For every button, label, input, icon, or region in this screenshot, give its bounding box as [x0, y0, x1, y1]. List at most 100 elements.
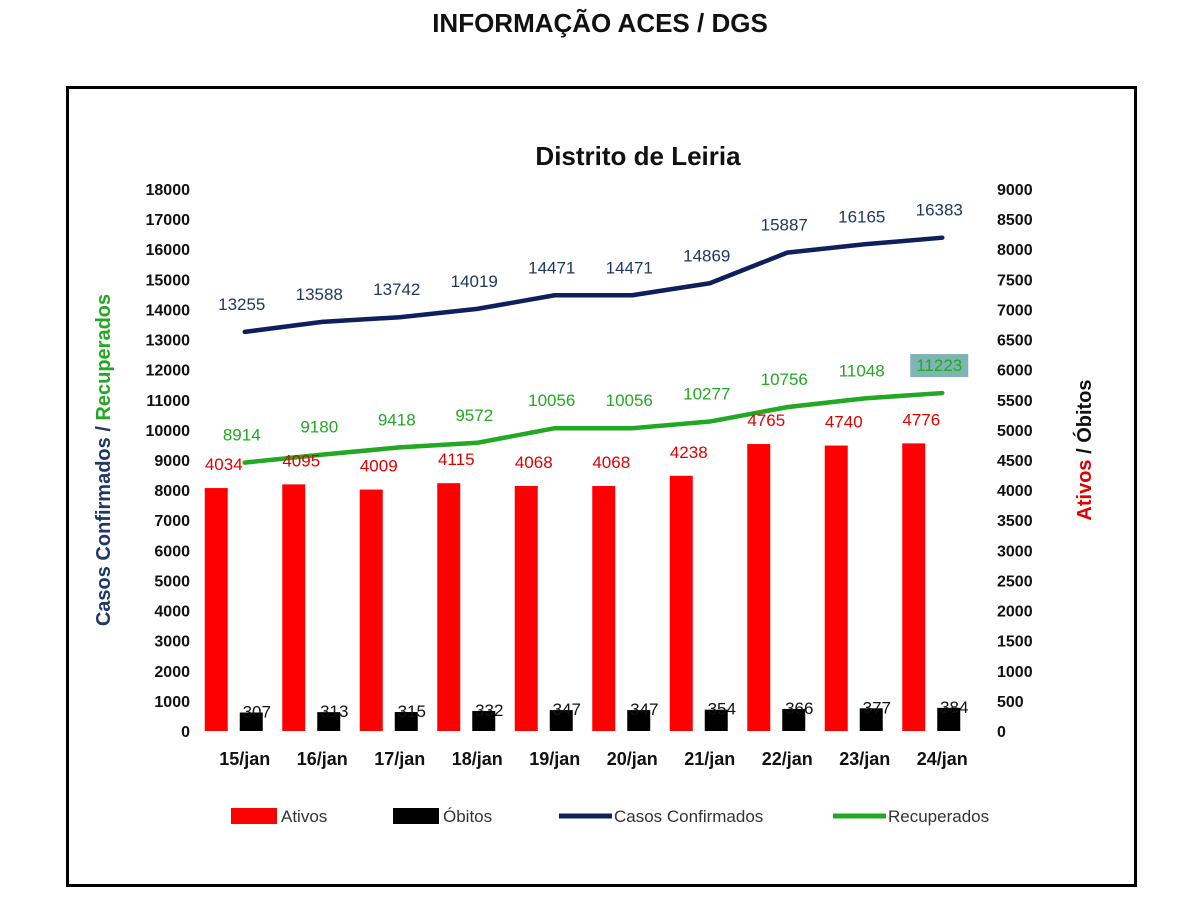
data-label-obitos: 313 — [320, 702, 348, 721]
y-right-tick-label: 2000 — [997, 604, 1033, 621]
chart-svg: Distrito de Leiria 010002000300040005000… — [93, 141, 1096, 826]
y-right-tick-label: 6500 — [997, 333, 1033, 350]
y-right-tick-label: 6000 — [997, 363, 1033, 380]
data-label-obitos: 354 — [708, 700, 736, 719]
legend-label: Recuperados — [888, 807, 989, 826]
y-left-tick-label: 15000 — [146, 272, 191, 289]
data-label-ativos: 4115 — [438, 450, 475, 469]
data-label-recuperados: 11223 — [916, 356, 962, 375]
data-label-casos-confirmados: 14869 — [683, 246, 730, 265]
bar-obitos — [472, 711, 496, 731]
data-label-ativos: 4765 — [747, 411, 785, 430]
y-right-tick-label: 4000 — [997, 483, 1033, 500]
y-left-tick-label: 5000 — [154, 573, 190, 590]
legend-swatch — [231, 808, 277, 824]
data-label-obitos: 384 — [940, 698, 968, 717]
y-left-tick-label: 4000 — [154, 604, 190, 621]
data-label-casos-confirmados: 16165 — [838, 207, 885, 226]
data-label-recuperados: 11048 — [839, 361, 885, 380]
data-label-ativos: 4740 — [825, 413, 863, 432]
legend-label: Óbitos — [443, 807, 492, 826]
y-right-tick-label: 9000 — [997, 182, 1033, 199]
y-left-tick-label: 14000 — [146, 302, 191, 319]
x-tick-label: 23/jan — [839, 749, 890, 769]
y-right-tick-label: 1000 — [997, 664, 1033, 681]
bar-ativos — [514, 486, 538, 731]
data-label-recuperados: 10056 — [528, 391, 575, 410]
y-left-tick-label: 11000 — [146, 393, 190, 410]
data-label-casos-confirmados: 14471 — [606, 258, 653, 277]
page-title: INFORMAÇÃO ACES / DGS — [432, 8, 768, 38]
data-label-casos-confirmados: 13742 — [373, 280, 420, 299]
y-left-tick-label: 17000 — [146, 212, 191, 229]
y-left-axis-label: Casos Confirmados / Recuperados — [93, 294, 115, 626]
y-right-tick-label: 8000 — [997, 242, 1033, 259]
data-label-ativos: 4068 — [592, 453, 630, 472]
y-right-tick-label: 5500 — [997, 393, 1033, 410]
chart-frame: Distrito de Leiria 0 1000 2000 3000 4000 5000… — [66, 86, 1137, 887]
data-label-ativos: 4068 — [515, 453, 553, 472]
data-label-obitos: 307 — [243, 703, 271, 722]
y-left-axis-label-part: Casos Confirmados — [93, 437, 115, 626]
data-label-obitos: 315 — [398, 702, 426, 721]
bar-ativos — [824, 445, 848, 731]
y-left-tick-label: 16000 — [146, 242, 191, 259]
y-left-tick-label: 3000 — [154, 634, 190, 651]
data-label-recuperados: 10277 — [683, 385, 730, 404]
y-left-tick-label: 6000 — [154, 543, 190, 560]
data-label-casos-confirmados: 15887 — [761, 216, 808, 235]
data-label-casos-confirmados: 14019 — [451, 272, 498, 291]
y-left-axis-label-part: Recuperados — [93, 294, 115, 421]
bar-obitos — [782, 708, 806, 731]
data-label-ativos: 4009 — [360, 457, 398, 476]
data-label-obitos: 366 — [785, 699, 813, 718]
x-tick-label: 15/jan — [219, 749, 270, 769]
y-right-tick-label: 7500 — [997, 272, 1033, 289]
bar-obitos — [317, 712, 341, 731]
data-label-recuperados: 10756 — [761, 370, 808, 389]
data-label-obitos: 377 — [863, 698, 891, 717]
bar-obitos — [627, 710, 651, 731]
y-right-tick-label: 8500 — [997, 212, 1033, 229]
y-right-tick-label: 3000 — [997, 543, 1033, 560]
data-label-highlight — [910, 354, 969, 378]
data-label-obitos: 347 — [630, 700, 658, 719]
y-right-tick-label: 5000 — [997, 423, 1033, 440]
data-label-recuperados: 8914 — [223, 426, 261, 445]
x-tick-label: 24/jan — [917, 749, 968, 769]
data-label-casos-confirmados: 16383 — [916, 201, 963, 220]
legend-label: Ativos — [281, 807, 327, 826]
bar-obitos — [859, 708, 883, 731]
data-label-ativos: 4776 — [902, 410, 940, 429]
y-left-tick-label: 18000 — [146, 182, 191, 199]
bar-obitos — [704, 709, 728, 731]
data-label-ativos: 4095 — [282, 451, 320, 470]
x-tick-label: 17/jan — [374, 749, 425, 769]
bar-obitos — [549, 710, 573, 731]
y-right-axis-label: Ativos / Óbitos — [1072, 379, 1096, 520]
data-label-ativos: 4034 — [205, 455, 243, 474]
x-tick-label: 22/jan — [762, 749, 813, 769]
y-right-tick-label: 7000 — [997, 302, 1033, 319]
bar-obitos — [937, 707, 961, 731]
y-left-tick-label: 2000 — [154, 664, 190, 681]
y-left-tick-label: 9000 — [154, 453, 190, 470]
legend-label: Casos Confirmados — [614, 807, 763, 826]
y-right-axis-label-part: / — [1074, 443, 1096, 460]
bar-obitos — [394, 712, 418, 731]
data-label-casos-confirmados: 13255 — [218, 295, 265, 314]
data-label-obitos: 332 — [475, 701, 503, 720]
data-label-casos-confirmados: 13588 — [296, 285, 343, 304]
bar-ativos — [669, 475, 693, 731]
data-label-casos-confirmados: 14471 — [528, 258, 575, 277]
y-left-tick-label: 13000 — [146, 333, 191, 350]
y-left-tick-label: 1000 — [154, 694, 190, 711]
x-tick-label: 16/jan — [297, 749, 348, 769]
y-right-tick-label: 2500 — [997, 573, 1033, 590]
line-casos-confirmados — [242, 235, 945, 335]
x-tick-label: 18/jan — [452, 749, 503, 769]
y-right-axis-label-part: Óbitos — [1072, 379, 1096, 442]
data-label-recuperados: 10056 — [606, 391, 653, 410]
data-label-recuperados: 9418 — [378, 410, 416, 429]
y-left-tick-label: 0 — [181, 724, 190, 741]
